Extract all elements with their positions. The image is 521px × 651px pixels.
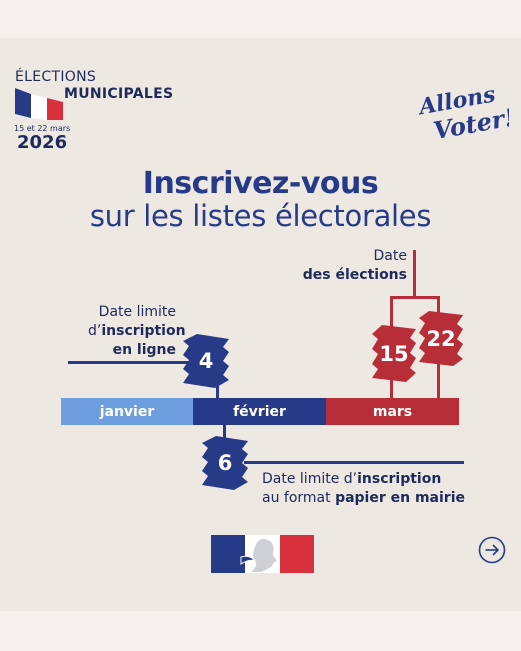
election-date-label: Date des élections — [302, 248, 407, 283]
month-february: février — [193, 398, 326, 425]
top-band — [0, 0, 521, 38]
allons-voter-slogan: Allons Voter! — [417, 81, 509, 145]
election-dates-small: 15 et 22 mars — [14, 124, 71, 133]
election-round2-day: 22 — [419, 311, 463, 366]
election-connector-top — [413, 250, 416, 298]
paper-deadline-label: Date limite d’inscription au format papi… — [262, 471, 465, 506]
month-march: mars — [326, 398, 459, 425]
republique-francaise-logo — [211, 535, 314, 573]
online-deadline-day: 4 — [183, 334, 229, 388]
page-subtitle: sur les listes électorales — [89, 199, 432, 233]
paper-deadline-line — [244, 461, 464, 464]
municipales-word: MUNICIPALES — [64, 86, 174, 102]
online-deadline-label: Date limite d’inscription en ligne — [88, 304, 186, 358]
page-title: Inscrivez-vous — [142, 166, 379, 201]
elections-word: ÉLECTIONS — [15, 69, 97, 85]
france-flag-icon — [15, 88, 63, 120]
arrow-right-circle-icon[interactable] — [478, 536, 506, 564]
paper-deadline-connector — [223, 425, 226, 445]
paper-deadline-day: 6 — [202, 436, 248, 490]
bottom-band — [0, 611, 521, 651]
election-year: 2026 — [17, 132, 68, 153]
election-connector-fork — [390, 296, 438, 299]
month-january: janvier — [61, 398, 193, 425]
online-deadline-line — [68, 361, 218, 364]
election-round1-day: 15 — [372, 325, 416, 382]
